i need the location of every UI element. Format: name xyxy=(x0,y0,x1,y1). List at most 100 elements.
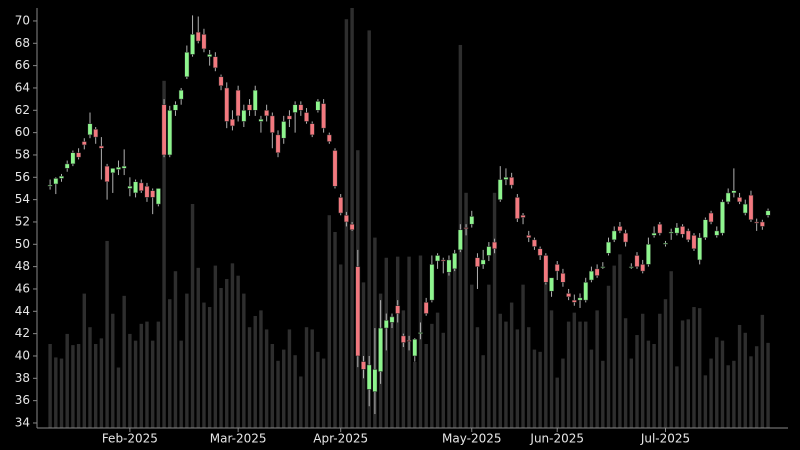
x-tick-label: Jul-2025 xyxy=(640,432,690,446)
candle-body xyxy=(566,293,572,298)
volume-bar xyxy=(276,360,280,428)
volume-bar xyxy=(646,340,651,428)
candle-body xyxy=(400,335,406,343)
y-tick-label: 46 xyxy=(15,281,30,295)
volume-bar xyxy=(652,344,656,428)
volume-bar xyxy=(59,358,64,428)
volume-bar xyxy=(589,349,594,428)
volume-bar xyxy=(658,313,662,428)
volume-bar xyxy=(527,327,531,428)
candle-body xyxy=(634,255,640,267)
volume-bar xyxy=(207,307,212,428)
volume-bar xyxy=(669,271,673,428)
candle-body xyxy=(178,89,184,100)
y-tick-label: 50 xyxy=(15,237,30,251)
volume-bar xyxy=(509,302,514,428)
candle-body xyxy=(269,115,275,133)
volume-bar xyxy=(555,377,559,428)
volume-bar xyxy=(122,295,126,428)
volume-bar xyxy=(715,337,719,428)
candle-body xyxy=(691,235,697,250)
y-tick-label: 70 xyxy=(15,13,30,27)
candle-body xyxy=(230,118,235,127)
candle-body xyxy=(315,101,321,111)
volume-bar xyxy=(538,351,542,428)
volume-bar xyxy=(595,310,599,428)
candle-body xyxy=(429,264,435,301)
candle-body xyxy=(759,221,765,227)
y-tick-label: 54 xyxy=(15,192,30,206)
volume-bar xyxy=(105,240,109,428)
volume-bar xyxy=(709,358,713,428)
volume-bar xyxy=(48,344,52,428)
candle-body xyxy=(457,229,463,251)
candle-body xyxy=(47,184,53,187)
volume-bar xyxy=(247,327,252,428)
candle-body xyxy=(252,89,258,111)
y-tick-label: 64 xyxy=(15,80,30,94)
candle-body xyxy=(116,166,121,170)
candle-body xyxy=(144,185,150,198)
volume-bar xyxy=(601,360,605,428)
candle-body xyxy=(104,165,110,183)
candle-body xyxy=(543,255,549,283)
volume-bar xyxy=(350,8,354,428)
volume-bar xyxy=(196,267,200,428)
candle-body xyxy=(338,197,344,214)
volume-bar xyxy=(179,340,183,428)
volume-bar xyxy=(401,310,406,428)
candle-body xyxy=(155,188,161,205)
candle-body xyxy=(492,241,497,250)
volume-bar xyxy=(299,376,303,428)
volume-bar xyxy=(430,323,434,428)
candle-body xyxy=(549,277,554,292)
candle-body xyxy=(475,257,480,267)
volume-bar xyxy=(504,321,508,428)
candle-body xyxy=(423,302,429,314)
candle-body xyxy=(349,223,355,231)
candle-body xyxy=(212,56,218,69)
candle-body xyxy=(355,266,361,357)
y-tick-label: 56 xyxy=(15,170,30,184)
volume-bar xyxy=(697,308,702,428)
volume-bar xyxy=(395,256,400,428)
volume-bar xyxy=(145,321,149,428)
candle-body xyxy=(514,197,520,219)
candle-body xyxy=(663,242,668,245)
candle-body xyxy=(59,175,64,179)
candle-body xyxy=(287,115,292,120)
candle-body xyxy=(133,181,138,194)
candle-body xyxy=(395,305,401,314)
volume-bar xyxy=(162,80,166,429)
candle-body xyxy=(224,87,230,122)
candle-body xyxy=(121,165,127,169)
volume-bar xyxy=(754,346,759,428)
candle-body xyxy=(281,121,287,139)
candle-body xyxy=(680,226,686,235)
candle-body xyxy=(138,182,144,191)
volume-bar xyxy=(732,360,736,428)
candle-body xyxy=(600,266,606,268)
volume-bar xyxy=(561,358,565,428)
volume-bar xyxy=(737,324,742,428)
candle-body xyxy=(361,361,366,370)
volume-bar xyxy=(623,318,628,428)
volume-bar xyxy=(304,327,309,428)
volume-bar xyxy=(156,321,161,428)
volume-bar xyxy=(578,321,582,428)
candle-body xyxy=(645,244,651,265)
candle-body xyxy=(326,134,332,142)
candle-body xyxy=(583,282,589,301)
volume-bar xyxy=(435,312,440,428)
candle-body xyxy=(446,259,452,273)
candle-body xyxy=(406,340,412,342)
candle-body xyxy=(127,185,133,189)
volume-bar xyxy=(128,333,132,428)
volume-bar xyxy=(606,285,611,428)
y-tick-label: 36 xyxy=(15,393,30,407)
volume-bar xyxy=(544,282,548,428)
candle-body xyxy=(486,246,492,256)
candle-body xyxy=(247,104,252,111)
candle-body xyxy=(190,34,195,55)
